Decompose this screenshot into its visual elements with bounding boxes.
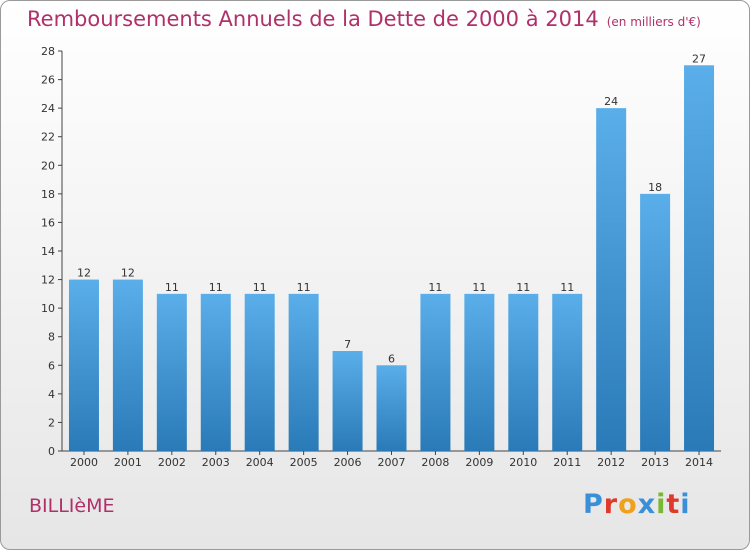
data-label: 12 [77,267,91,280]
x-tick-label: 2013 [641,456,669,469]
chart-unit: (en milliers d'€) [606,15,701,29]
x-tick-label: 2010 [509,456,537,469]
data-label: 11 [560,281,574,294]
bar [420,293,451,451]
x-tick-label: 2000 [70,456,98,469]
y-tick-label: 6 [48,359,55,372]
y-tick-label: 14 [41,245,55,258]
bar [200,293,231,451]
town-name: BILLIèME [29,495,115,517]
y-tick-label: 8 [48,331,55,344]
bar [464,293,495,451]
bar [640,193,671,451]
data-label: 18 [648,181,662,194]
x-tick-label: 2005 [290,456,318,469]
data-label: 7 [344,338,351,351]
chart-title-text: Remboursements Annuels de la Dette de 20… [27,7,599,31]
y-tick-label: 10 [41,302,55,315]
logo-letter: P [583,489,604,520]
bar [508,293,539,451]
data-label: 11 [516,281,530,294]
x-tick-label: 2006 [334,456,362,469]
y-tick-label: 16 [41,216,55,229]
data-label: 12 [121,267,135,280]
logo-letter: x [637,489,657,520]
x-tick-label: 2003 [202,456,230,469]
data-label: 11 [253,281,267,294]
data-label: 11 [297,281,311,294]
y-tick-label: 20 [41,159,55,172]
y-tick-label: 4 [48,388,55,401]
x-tick-label: 2009 [465,456,493,469]
data-label: 6 [388,352,395,365]
y-tick-label: 26 [41,74,55,87]
data-label: 11 [428,281,442,294]
logo-letter: o [618,489,638,520]
bar [68,279,99,451]
x-tick-label: 2014 [685,456,713,469]
logo-letter: i [656,489,667,520]
x-tick-label: 2001 [114,456,142,469]
data-label: 24 [604,95,618,108]
bar [552,293,583,451]
bar [684,65,715,452]
x-tick-label: 2004 [246,456,274,469]
x-tick-label: 2002 [158,456,186,469]
y-tick-label: 2 [48,416,55,429]
bar [332,351,363,451]
bar [244,293,275,451]
y-tick-label: 0 [48,445,55,458]
x-tick-label: 2011 [553,456,581,469]
data-label: 11 [209,281,223,294]
bar [112,279,143,451]
x-tick-label: 2007 [378,456,406,469]
bar [596,108,627,452]
x-tick-label: 2012 [597,456,625,469]
logo-letter: t [666,489,681,520]
logo-letter: r [603,489,619,520]
logo-letter: i [680,489,691,520]
x-tick-label: 2008 [421,456,449,469]
bar [376,365,407,451]
y-tick-label: 24 [41,102,55,115]
y-tick-label: 22 [41,131,55,144]
data-label: 11 [472,281,486,294]
bar [288,293,319,451]
chart-title: Remboursements Annuels de la Dette de 20… [27,7,701,31]
y-tick-label: 28 [41,45,55,58]
data-label: 11 [165,281,179,294]
proxiti-logo: Proxiti [583,489,691,520]
y-tick-label: 12 [41,274,55,287]
y-tick-label: 18 [41,188,55,201]
bar [156,293,187,451]
data-label: 27 [692,52,706,65]
